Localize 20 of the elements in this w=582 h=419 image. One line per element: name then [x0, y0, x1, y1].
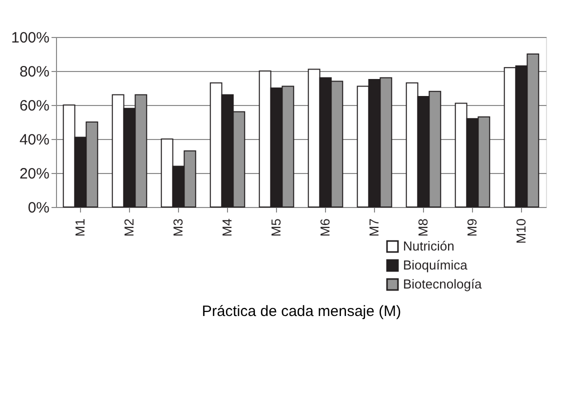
x-tick-label: M6: [318, 218, 332, 237]
x-tick-label: M9: [464, 218, 480, 237]
y-tick-label: 60%: [19, 98, 50, 114]
x-tick-label: M5: [268, 218, 284, 237]
x-axis-title: Práctica de cada mensaje (M): [202, 302, 402, 320]
y-tick-label: 20%: [19, 166, 50, 182]
x-tick-label: M8: [416, 218, 430, 237]
x-tick-label: M2: [122, 218, 136, 237]
x-tick-label: M4: [220, 218, 234, 237]
legend-label: Nutrición: [403, 238, 454, 254]
y-tick-label: 100%: [11, 30, 50, 46]
legend-label: Bioquímica: [403, 258, 468, 272]
y-tick-label: 0%: [28, 200, 50, 216]
y-tick-label: 80%: [19, 64, 50, 80]
x-tick-label: M3: [170, 218, 186, 237]
x-tick-label: M1: [72, 218, 88, 237]
x-tick-label: M7: [366, 218, 382, 237]
y-tick-label: 40%: [19, 132, 50, 148]
legend-label: Biotecnología: [403, 276, 483, 292]
x-tick-label: M10: [514, 218, 528, 244]
